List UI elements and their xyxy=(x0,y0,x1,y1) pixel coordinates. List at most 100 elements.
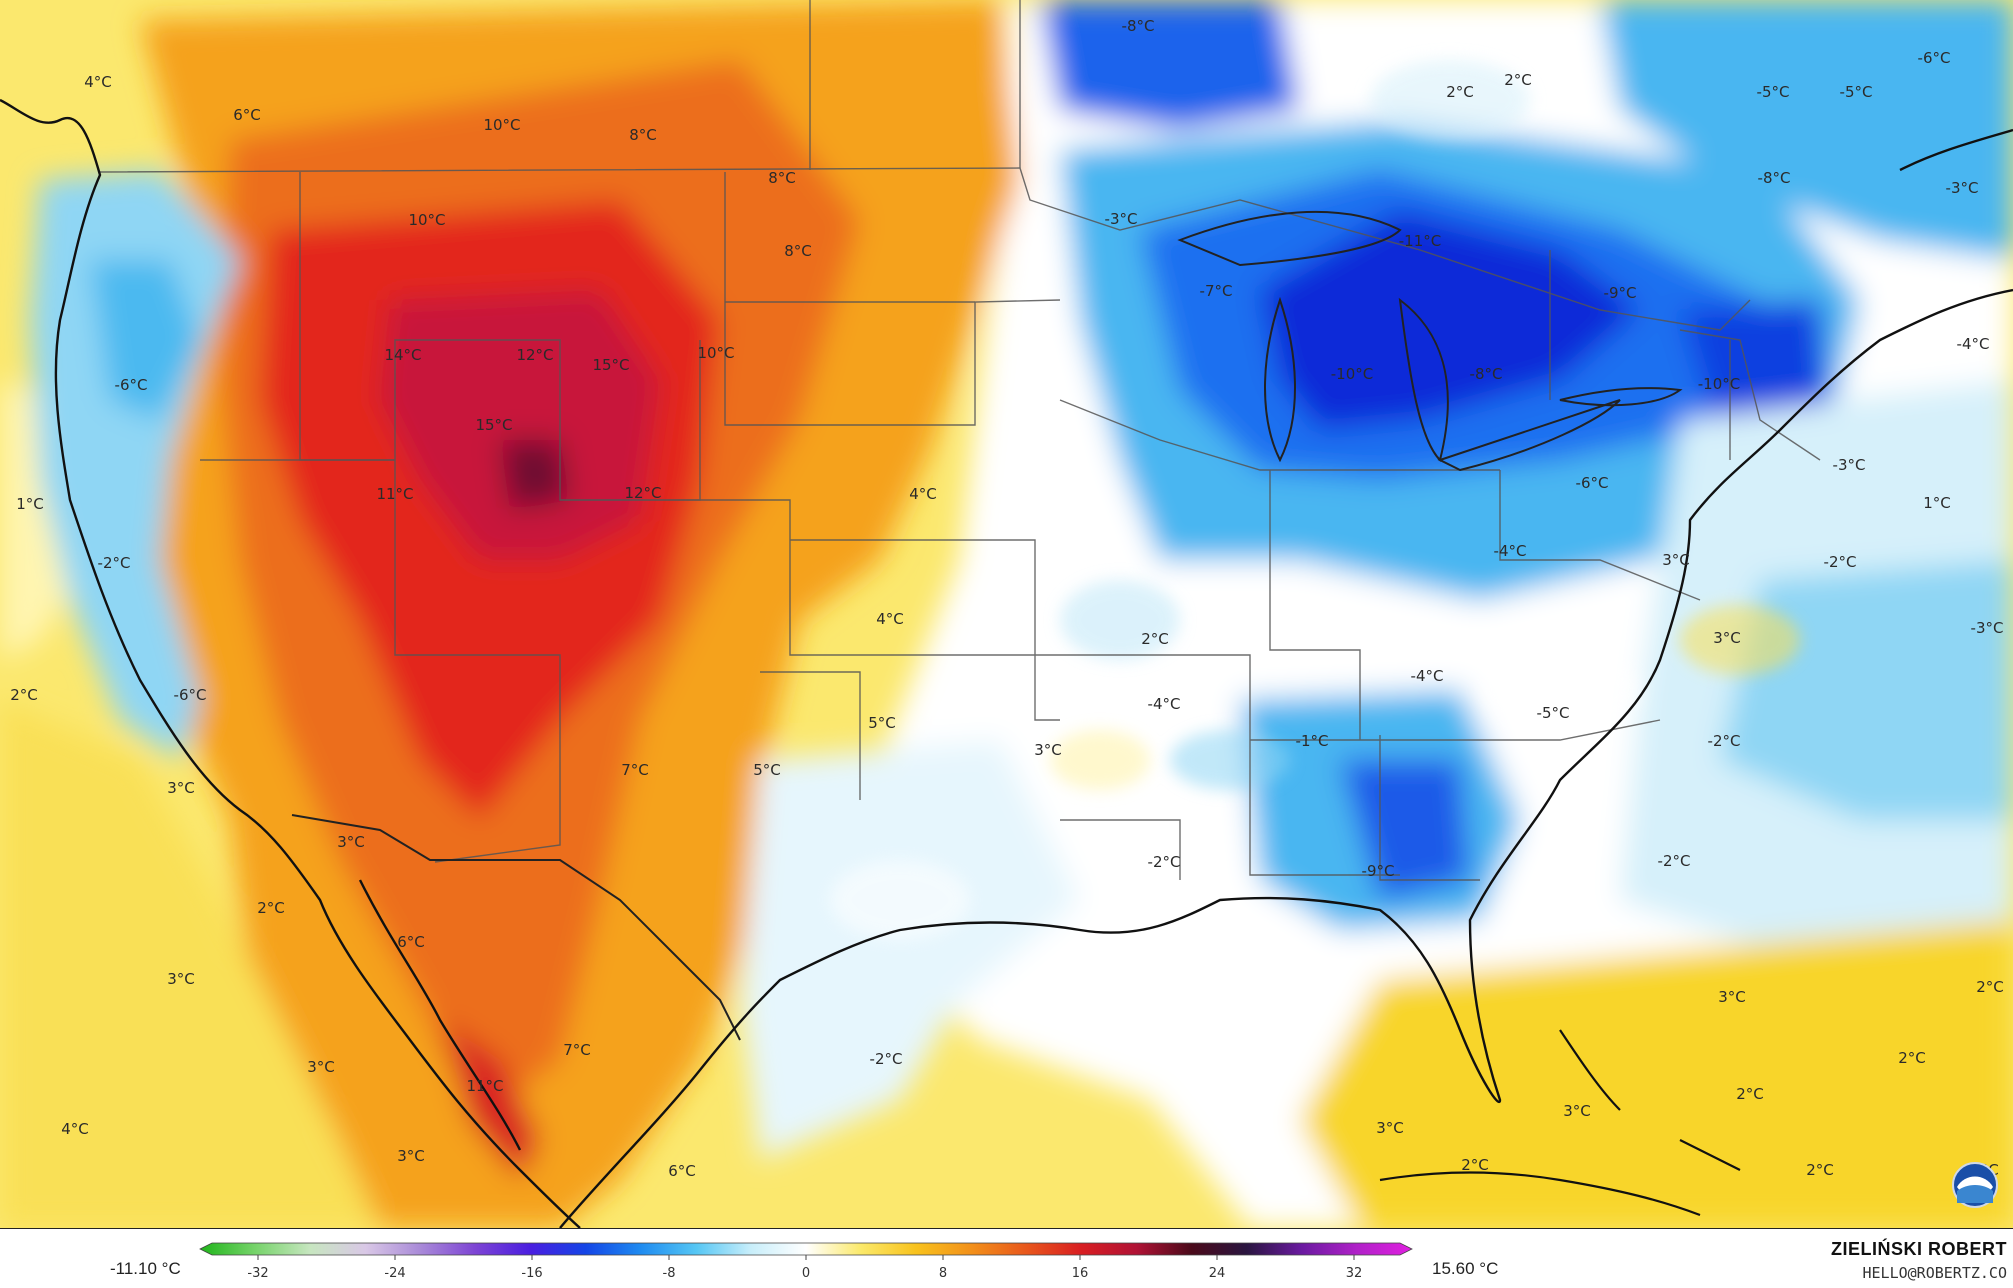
scale-tick-label: -16 xyxy=(521,1266,542,1281)
temperature-label: -5°C xyxy=(1757,83,1790,101)
temperature-label: -3°C xyxy=(1105,210,1138,228)
us-mexico-border xyxy=(291,814,741,1041)
temperature-label: 3°C xyxy=(1662,551,1690,569)
temperature-label: 10°C xyxy=(408,211,445,229)
temperature-label: 3°C xyxy=(1563,1102,1591,1120)
state-borders xyxy=(99,0,1821,881)
temperature-label: 1°C xyxy=(16,495,44,513)
temperature-label: -2°C xyxy=(1658,852,1691,870)
temperature-label: 6°C xyxy=(397,933,425,951)
temperature-label: 4°C xyxy=(909,485,937,503)
temperature-label: -3°C xyxy=(1833,456,1866,474)
author-name: ZIELIŃSKI ROBERT xyxy=(1830,1239,2007,1259)
scale-tick-label: -8 xyxy=(663,1266,676,1281)
color-scale: -32 -24 -16 -8 0 8 16 24 32 xyxy=(199,1242,1413,1281)
temperature-label: 3°C xyxy=(337,833,365,851)
temperature-label: 3°C xyxy=(167,970,195,988)
temperature-label: 3°C xyxy=(397,1147,425,1165)
temperature-label: 6°C xyxy=(668,1162,696,1180)
temperature-label: -9°C xyxy=(1604,284,1637,302)
temperature-label: 10°C xyxy=(697,344,734,362)
scale-tick-label: 32 xyxy=(1346,1266,1363,1281)
temperature-label: 2°C xyxy=(1141,630,1169,648)
scale-tick-label: 0 xyxy=(802,1266,810,1281)
temperature-label: -4°C xyxy=(1148,695,1181,713)
temperature-labels: 4°C 6°C 10°C 8°C 8°C 8°C 10°C 14°C 12°C 15°C 10°C 1… xyxy=(10,17,2004,1180)
temperature-label: 2°C xyxy=(1461,1156,1489,1174)
temperature-label: -5°C xyxy=(1537,704,1570,722)
temperature-label: -7°C xyxy=(1200,282,1233,300)
temperature-label: 7°C xyxy=(621,761,649,779)
temperature-label: -8°C xyxy=(1122,17,1155,35)
scale-tick-label: 24 xyxy=(1209,1266,1226,1281)
temperature-label: 5°C xyxy=(868,714,896,732)
temperature-label: -4°C xyxy=(1494,542,1527,560)
temperature-label: -2°C xyxy=(98,554,131,572)
temperature-label: 4°C xyxy=(61,1120,89,1138)
temperature-label: -6°C xyxy=(1918,49,1951,67)
scale-tick-label: -24 xyxy=(384,1266,405,1281)
temperature-label: 2°C xyxy=(1976,978,2004,996)
author-email: HELLO@ROBERTZ.CO xyxy=(1862,1264,2008,1282)
temperature-label: 4°C xyxy=(876,610,904,628)
scale-tick-label: 16 xyxy=(1072,1266,1089,1281)
temperature-label: 2°C xyxy=(1446,83,1474,101)
temperature-label: 7°C xyxy=(563,1041,591,1059)
min-value: -11.10 °C xyxy=(110,1259,181,1278)
temperature-label: 4°C xyxy=(84,73,112,91)
legend-bar: -11.10 °C 15.60 °C -32 -24 -16 -8 0 8 16 24 32 Z… xyxy=(0,1228,2013,1288)
temperature-label: -8°C xyxy=(1470,365,1503,383)
temperature-label: 3°C xyxy=(1713,629,1741,647)
great-lakes xyxy=(1177,210,1683,472)
temperature-label: 8°C xyxy=(784,242,812,260)
temperature-label: -2°C xyxy=(1708,732,1741,750)
temperature-label: -2°C xyxy=(1824,553,1857,571)
temperature-label: 11°C xyxy=(376,485,413,503)
contour-texture xyxy=(830,60,1800,940)
temperature-label: -5°C xyxy=(1840,83,1873,101)
temperature-label: 3°C xyxy=(167,779,195,797)
anomaly-field: 4°C 6°C 10°C 8°C 8°C 8°C 10°C 14°C 12°C 15°C 10°C 1… xyxy=(0,0,2013,1228)
temperature-label: 2°C xyxy=(10,686,38,704)
temperature-label: 2°C xyxy=(1806,1161,1834,1179)
temperature-label: 6°C xyxy=(233,106,261,124)
temperature-label: -10°C xyxy=(1698,375,1740,393)
scale-tick-label: 8 xyxy=(939,1266,947,1281)
temperature-label: -6°C xyxy=(1576,474,1609,492)
temperature-anomaly-map: 4°C 6°C 10°C 8°C 8°C 8°C 10°C 14°C 12°C 15°C 10°C 1… xyxy=(0,0,2013,1228)
scale-tick-label: -32 xyxy=(247,1266,268,1281)
temperature-label: 12°C xyxy=(624,484,661,502)
temperature-label: -3°C xyxy=(1971,619,2004,637)
temperature-label: 3°C xyxy=(1718,988,1746,1006)
temperature-label: 2°C xyxy=(1736,1085,1764,1103)
temperature-label: 1°C xyxy=(1923,494,1951,512)
max-value: 15.60 °C xyxy=(1432,1259,1499,1278)
temperature-label: 2°C xyxy=(1898,1049,1926,1067)
temperature-label: 5°C xyxy=(753,761,781,779)
temperature-label: 15°C xyxy=(592,356,629,374)
temperature-label: 2°C xyxy=(1504,71,1532,89)
scale-ticks: -32 -24 -16 -8 0 8 16 24 32 xyxy=(247,1255,1362,1281)
temperature-label: -9°C xyxy=(1362,862,1395,880)
noaa-logo xyxy=(1952,1162,1998,1208)
temperature-label: -2°C xyxy=(870,1050,903,1068)
temperature-label: -11°C xyxy=(1399,232,1441,250)
temperature-label: 3°C xyxy=(1034,741,1062,759)
temperature-label: -4°C xyxy=(1957,335,1990,353)
temperature-label: -2°C xyxy=(1148,853,1181,871)
temperature-label: -8°C xyxy=(1758,169,1791,187)
temperature-label: 12°C xyxy=(516,346,553,364)
temperature-label: -6°C xyxy=(174,686,207,704)
temperature-label: -6°C xyxy=(115,376,148,394)
temperature-label: 14°C xyxy=(384,346,421,364)
caribbean-islands xyxy=(1379,1029,1741,1217)
temperature-label: 8°C xyxy=(768,169,796,187)
temperature-label: -4°C xyxy=(1411,667,1444,685)
temperature-label: -10°C xyxy=(1331,365,1373,383)
temperature-label: 3°C xyxy=(1376,1119,1404,1137)
temperature-label: -3°C xyxy=(1946,179,1979,197)
temperature-label: 15°C xyxy=(475,416,512,434)
temperature-label: -1°C xyxy=(1296,732,1329,750)
temperature-label: 2°C xyxy=(257,899,285,917)
temperature-label: 8°C xyxy=(629,126,657,144)
